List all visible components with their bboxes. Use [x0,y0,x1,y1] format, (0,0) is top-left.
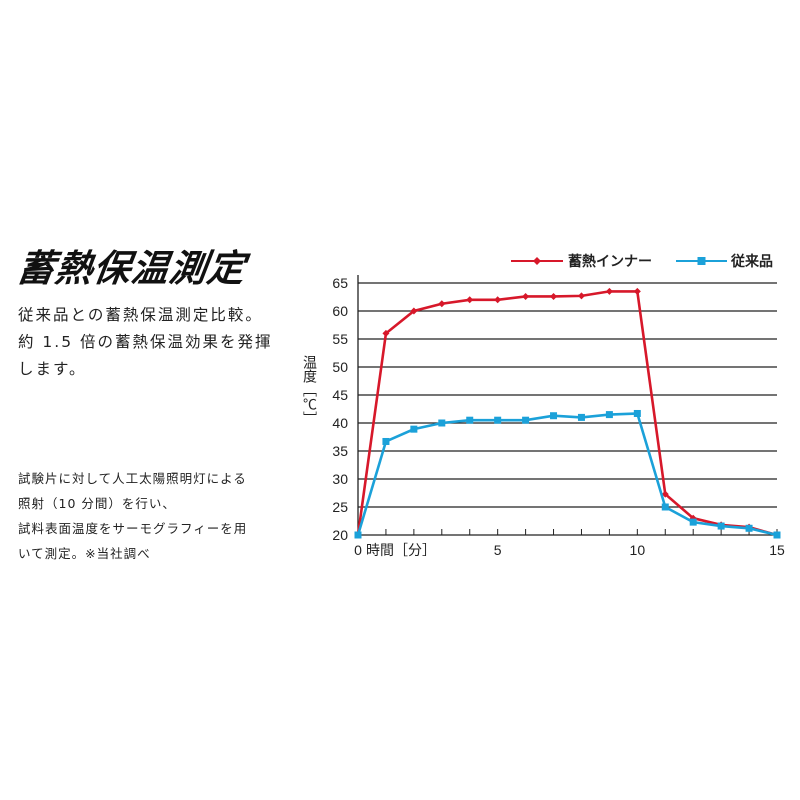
y-tick-label: 50 [332,359,348,375]
y-tick-label: 35 [332,443,348,459]
y-tick-label: 55 [332,331,348,347]
data-point [605,411,613,419]
data-point [633,409,641,417]
lead-line: 従来品との蓄熱保温測定比較。 [18,306,263,324]
data-point [410,425,418,433]
note-line: いて測定。※当社調べ [18,546,151,561]
data-point [466,296,474,304]
lead-text: 従来品との蓄熱保温測定比較。 約 1.5 倍の蓄熱保温効果を発揮 します。 [18,302,273,383]
data-point [717,522,725,530]
data-point [550,412,558,420]
x-tick-label: 5 [494,542,502,558]
series-line-1 [356,290,778,537]
data-point [577,292,585,300]
x-tick-label: 10 [630,542,646,558]
legend-label: 従来品 [730,253,773,270]
lead-line: 約 1.5 倍の蓄熱保温効果を発揮 [18,333,273,351]
y-tick-label: 60 [332,303,348,319]
lead-line: します。 [18,360,87,378]
data-point [661,490,669,498]
data-point [466,416,474,424]
data-point [689,518,697,526]
data-point [438,419,446,427]
data-point [494,416,502,424]
y-tick-label: 25 [332,499,348,515]
data-point [494,296,502,304]
note-text: 試験片に対して人工太陽照明灯による 照射（10 分間）を行い、 試料表面温度をサ… [18,466,247,566]
y-tick-label: 20 [332,527,348,543]
y-tick-label: 45 [332,387,348,403]
data-point [577,413,585,421]
data-point [773,531,781,539]
note-line: 照射（10 分間）を行い、 [18,496,176,511]
y-tick-label: 30 [332,471,348,487]
y-axis-label: 温度［℃］ [302,355,318,425]
data-point [382,437,390,445]
data-point [382,329,390,337]
legend-label: 蓄熱インナー [568,253,652,270]
data-point [522,292,530,300]
data-point [605,287,613,295]
x-tick-label: 0 [354,542,362,558]
data-point [410,307,418,315]
y-tick-label: 40 [332,415,348,431]
data-point [354,531,362,539]
legend-marker [533,257,541,265]
series-line-2 [356,412,778,537]
legend-marker [697,257,706,265]
x-tick-label: 15 [769,542,785,558]
data-point [745,524,753,532]
data-point [438,300,446,308]
data-point [522,416,530,424]
data-point [550,292,558,300]
data-point [633,287,641,295]
note-line: 試料表面温度をサーモグラフィーを用 [18,521,248,536]
note-line: 試験片に対して人工太陽照明灯による [18,471,247,486]
y-tick-label: 65 [332,275,348,291]
x-axis-label: 時間［分］ [366,542,436,558]
data-point [661,503,669,511]
